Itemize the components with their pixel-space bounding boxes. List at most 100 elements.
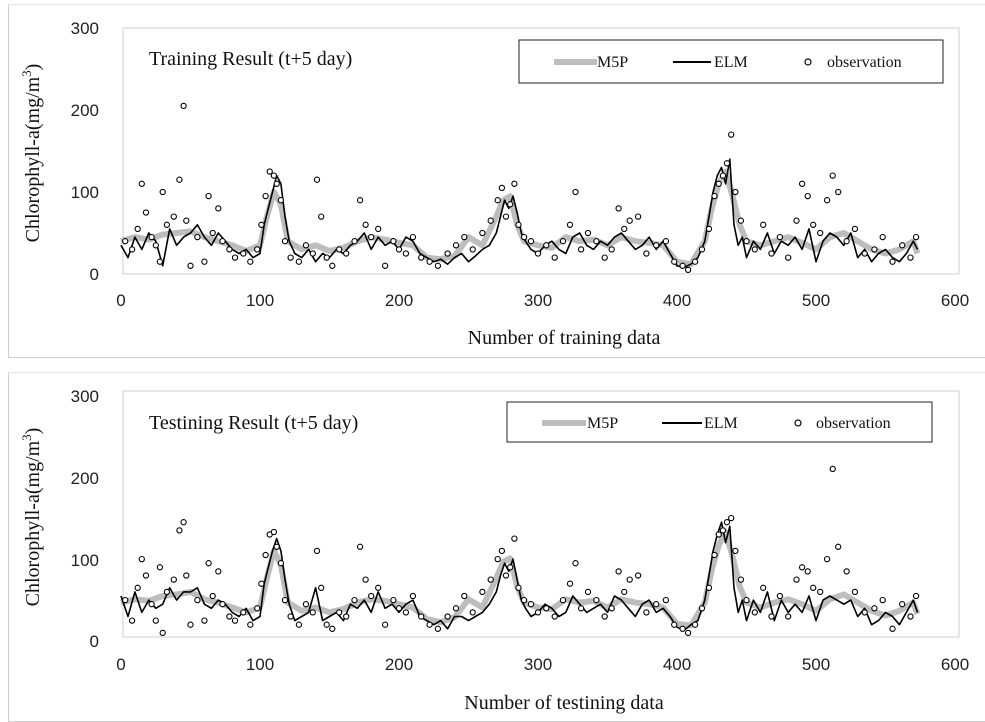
observation-point xyxy=(134,584,141,591)
observation-point xyxy=(302,242,310,249)
observation-point xyxy=(728,514,735,522)
observation-point xyxy=(566,221,574,228)
observation-point xyxy=(295,621,303,628)
observation-point xyxy=(879,233,886,241)
observation-point xyxy=(515,584,522,591)
observation-point xyxy=(281,596,289,604)
observation-point xyxy=(134,225,141,233)
observation-point xyxy=(515,221,522,228)
y-axis-title-sup: 3 xyxy=(19,70,34,77)
x-tick-label: 200 xyxy=(385,655,413,674)
y-axis-title: Chlorophyll-a(mg/m3) xyxy=(19,64,44,243)
observation-point xyxy=(395,246,403,253)
observation-point xyxy=(653,601,660,608)
observation-point xyxy=(295,258,303,265)
observation-point xyxy=(318,584,325,591)
observation-point xyxy=(375,225,382,233)
observation-point xyxy=(698,605,706,612)
observation-point xyxy=(851,225,859,233)
observation-point xyxy=(444,613,451,620)
observation-point xyxy=(209,592,216,600)
observation-point xyxy=(313,176,321,183)
observation-point xyxy=(829,172,836,179)
observation-point xyxy=(662,238,670,245)
observation-point xyxy=(262,551,269,559)
observation-point xyxy=(711,192,718,200)
y-axis-title-end: ) xyxy=(22,428,44,435)
observation-point xyxy=(152,242,159,249)
x-tick-label: 0 xyxy=(116,655,125,674)
y-tick-label: 0 xyxy=(90,632,99,651)
observation-point xyxy=(479,229,486,237)
observation-point xyxy=(258,580,265,587)
observation-point xyxy=(723,519,731,526)
observation-point xyxy=(231,617,239,624)
observation-point xyxy=(899,601,906,608)
observation-point xyxy=(418,613,425,620)
observation-point xyxy=(907,254,914,261)
legend: M5P ELM observation xyxy=(506,401,933,443)
observation-point xyxy=(469,246,476,253)
observation-point xyxy=(711,551,718,559)
observation-point xyxy=(122,238,129,245)
observation-point xyxy=(194,233,201,241)
y-axis-title-end: ) xyxy=(22,64,44,71)
observation-point xyxy=(835,188,842,196)
observation-point xyxy=(287,613,294,620)
observation-point xyxy=(698,246,706,253)
observation-point xyxy=(368,233,375,241)
plot-area-frame xyxy=(122,27,960,275)
observation-point xyxy=(817,588,824,596)
observation-point xyxy=(201,258,208,265)
observation-point xyxy=(402,250,410,257)
observation-point xyxy=(559,238,567,245)
y-tick-labels: 0 100 200 300 xyxy=(71,19,99,284)
observation-point xyxy=(215,568,222,575)
observation-point xyxy=(362,576,369,583)
x-tick-label: 400 xyxy=(663,655,691,674)
observation-point xyxy=(277,197,285,204)
observation-point xyxy=(502,213,510,220)
observation-point xyxy=(128,617,136,624)
legend-label-elm: ELM xyxy=(704,415,738,432)
x-tick-labels: 0 100 200 300 400 500 600 xyxy=(116,291,969,310)
observation-point xyxy=(679,625,686,632)
x-tick-label: 300 xyxy=(524,655,552,674)
x-tick-label: 500 xyxy=(802,655,830,674)
legend: M5P ELM observation xyxy=(518,39,944,84)
observation-point xyxy=(737,217,745,224)
observation-point xyxy=(258,221,265,228)
observation-point xyxy=(323,254,330,261)
observation-point xyxy=(851,588,859,596)
observation-point xyxy=(381,621,389,628)
observation-point xyxy=(318,213,325,220)
observation-point xyxy=(798,564,806,571)
x-tick-label: 100 xyxy=(246,291,274,310)
y-tick-label: 300 xyxy=(71,19,99,38)
observation-point xyxy=(336,609,343,616)
observation-point xyxy=(511,180,518,187)
observation-point xyxy=(732,547,739,555)
plot-area-frame xyxy=(122,390,960,638)
observation-point xyxy=(356,197,364,204)
observation-point xyxy=(254,605,261,612)
observation-point xyxy=(615,568,622,575)
observation-point xyxy=(329,625,336,632)
observation-point xyxy=(527,238,535,245)
observation-point xyxy=(879,596,886,604)
observation-point xyxy=(205,192,212,200)
observation-point xyxy=(452,242,460,249)
observation-point xyxy=(601,254,608,261)
y-tick-label: 0 xyxy=(90,265,99,284)
observation-point xyxy=(356,543,364,550)
observation-point xyxy=(843,568,850,575)
observation-point xyxy=(444,250,451,257)
observation-point xyxy=(608,246,615,253)
observation-point xyxy=(461,592,468,600)
observation-point xyxy=(302,601,310,608)
observation-point xyxy=(817,229,824,237)
x-tick-label: 300 xyxy=(524,291,552,310)
observation-point xyxy=(912,592,920,600)
y-axis-title-main: Chlorophyll-a(mg/m xyxy=(22,440,44,606)
observation-point xyxy=(209,229,216,237)
